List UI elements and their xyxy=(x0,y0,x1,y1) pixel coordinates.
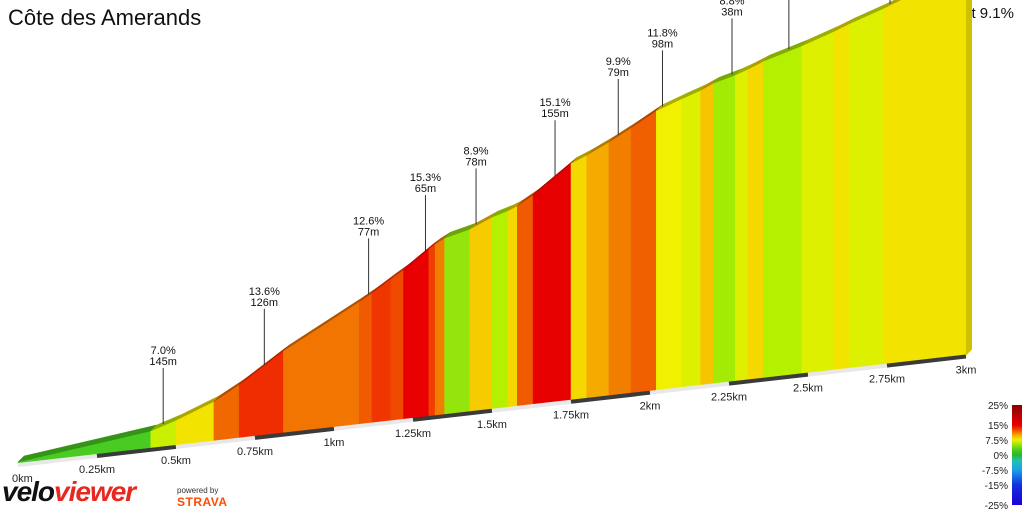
gradient-segment xyxy=(747,60,765,381)
gradient-segment xyxy=(833,23,850,372)
legend-label: 25% xyxy=(988,401,1008,412)
gradient-segment xyxy=(763,45,802,379)
gradient-segment xyxy=(403,248,430,421)
annotation-length: 155m xyxy=(541,108,569,120)
baseline-band xyxy=(649,381,730,395)
gradient-legend-bar xyxy=(1012,405,1022,505)
legend-label: 15% xyxy=(988,421,1008,432)
profile-end-cap xyxy=(966,0,972,356)
gradient-segment xyxy=(444,228,471,416)
x-tick-label: 2.5km xyxy=(793,383,823,395)
baseline-band xyxy=(17,453,98,467)
gradient-segment xyxy=(630,110,657,395)
legend-label: 7.5% xyxy=(985,436,1008,447)
legend-label: 0% xyxy=(994,451,1009,462)
gradient-segment xyxy=(586,141,610,400)
distance-baseline xyxy=(17,354,967,467)
x-tick-label: 1.25km xyxy=(395,428,431,440)
gradient-segment xyxy=(491,210,509,411)
baseline-band xyxy=(96,444,177,458)
baseline-band xyxy=(254,426,335,440)
annotation-gradient: 15.1% xyxy=(539,97,570,109)
distance-ticks: 0km 0.25km 0.5km 0.75km 1km 1.25km 1.5km 1.75km… xyxy=(12,365,976,485)
gradient-segment xyxy=(656,98,682,392)
annotation-length: 77m xyxy=(358,226,379,238)
baseline-band xyxy=(333,417,414,431)
x-tick-label: 3km xyxy=(956,365,977,377)
annotation-gradient: 12.6% xyxy=(353,215,384,227)
gradient-segment xyxy=(801,31,834,375)
x-tick-label: 1.75km xyxy=(553,410,589,422)
annotation-gradient: 15.3% xyxy=(410,172,441,184)
x-tick-label: 1km xyxy=(324,437,345,449)
baseline-band xyxy=(807,363,888,377)
gradient-segment xyxy=(848,7,885,370)
baseline-band xyxy=(728,372,809,386)
annotation-gradient: 9.9% xyxy=(606,56,631,68)
gradient-segment xyxy=(712,74,736,385)
annotation-length: 78m xyxy=(465,156,486,168)
annotation-gradient: 7.0% xyxy=(151,345,176,357)
baseline-band xyxy=(412,408,493,422)
page-title: Côte des Amerands xyxy=(8,5,202,30)
logo-viewer-text: viewer xyxy=(54,476,136,507)
gradient-segment xyxy=(283,301,360,434)
baseline-band xyxy=(175,435,256,449)
annotation-length: 98m xyxy=(652,38,673,50)
annotation-length: 65m xyxy=(415,183,436,195)
legend-label: -7.5% xyxy=(982,466,1008,477)
x-tick-label: 0.75km xyxy=(237,446,273,458)
powered-by-label: powered by xyxy=(177,486,219,495)
baseline-band xyxy=(491,399,572,413)
veloviewer-logo[interactable]: veloviewer powered by STRAVA xyxy=(2,476,242,512)
gradient-segment xyxy=(608,127,632,397)
x-tick-label: 1.5km xyxy=(477,419,507,431)
legend-label: -15% xyxy=(985,481,1008,492)
baseline-band xyxy=(570,390,651,404)
x-tick-label: 2.75km xyxy=(869,374,905,386)
strava-logo: STRAVA xyxy=(177,495,228,509)
gradient-segment xyxy=(428,243,436,418)
gradient-segment xyxy=(371,278,392,424)
annotation-length: 126m xyxy=(251,297,279,309)
legend-label: -25% xyxy=(985,501,1008,512)
gradient-annotations: 7.0%145m 13.6%126m 12.6%77m 15.3%65m 8.9%78m… xyxy=(149,0,891,424)
x-tick-label: 2.25km xyxy=(711,392,747,404)
gradient-segment xyxy=(700,82,714,387)
gradient-segment xyxy=(469,216,493,413)
baseline-band xyxy=(886,354,967,368)
annotation-gradient: 13.6% xyxy=(249,286,280,298)
gradient-segments xyxy=(17,0,972,465)
gradient-segment xyxy=(883,0,967,366)
gradient-segment xyxy=(201,401,215,444)
annotation-length: 38m xyxy=(721,6,742,18)
gradient-legend: 25% 15% 7.5% 0% -7.5% -15% -25% xyxy=(982,401,1022,512)
annotation-gradient: 11.8% xyxy=(647,27,678,39)
x-tick-label: 0km xyxy=(12,473,33,485)
veloviewer-wordmark: veloviewer xyxy=(2,476,136,508)
annotation-length: 79m xyxy=(608,67,629,79)
gradient-segment xyxy=(507,205,518,409)
gradient-segment xyxy=(238,350,284,439)
gradient-segment xyxy=(570,154,588,402)
gradient-segment xyxy=(434,237,445,417)
annotation-gradient: 8.9% xyxy=(464,145,489,157)
gradient-segment xyxy=(359,292,373,426)
annotation-gradient: 8.8% xyxy=(719,0,744,7)
x-tick-label: 0.5km xyxy=(161,455,191,467)
gradient-segment xyxy=(517,194,534,408)
x-tick-label: 0.25km xyxy=(79,464,115,476)
logo-velo-text: velo xyxy=(2,476,55,507)
gradient-segment xyxy=(532,162,572,406)
annotation-length: 145m xyxy=(149,356,177,368)
x-tick-label: 2km xyxy=(640,401,661,413)
segment-top-face xyxy=(883,0,902,9)
gradient-segment xyxy=(735,68,749,383)
gradient-segment xyxy=(390,269,404,422)
gradient-segment xyxy=(681,89,701,389)
